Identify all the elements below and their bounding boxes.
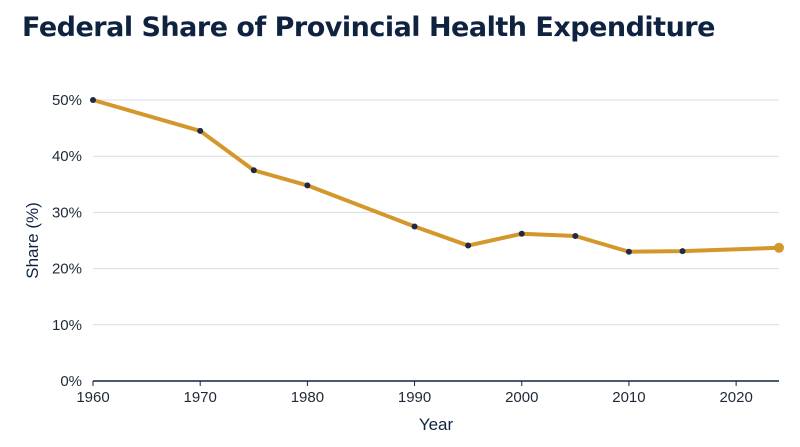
x-tick-label: 2000	[505, 389, 538, 406]
chart-title: Federal Share of Provincial Health Expen…	[22, 12, 715, 43]
data-point	[465, 242, 472, 249]
y-tick-label: 10%	[52, 317, 82, 334]
data-point	[90, 97, 96, 103]
data-point	[411, 223, 418, 230]
series-line	[91, 98, 781, 254]
series	[91, 98, 781, 254]
x-axis-title: Year	[419, 415, 454, 434]
data-point	[304, 182, 311, 189]
data-point	[679, 248, 686, 255]
x-tick-label: 1990	[398, 389, 431, 406]
data-point	[197, 127, 204, 134]
data-point	[625, 248, 632, 255]
x-tick-label: 2010	[612, 389, 645, 406]
y-tick-label: 0%	[60, 373, 82, 390]
y-tick-label: 20%	[52, 261, 82, 278]
data-point	[250, 167, 257, 174]
data-points	[90, 97, 784, 255]
y-tick-label: 50%	[52, 92, 82, 109]
x-tick-label: 1980	[291, 389, 324, 406]
data-point-latest	[774, 242, 784, 253]
gridlines	[93, 99, 779, 326]
y-tick-label: 40%	[52, 148, 82, 165]
x-tick-label: 1970	[184, 389, 217, 406]
y-axis-title: Share (%)	[23, 202, 42, 279]
data-point	[518, 230, 525, 237]
y-tick-label: 30%	[52, 204, 82, 221]
x-tick-label: 2020	[719, 389, 752, 406]
axes: 0% 10% 20% 30% 40% 50% 1960 1970 1980 1990 2000 201…	[52, 92, 779, 406]
data-point	[572, 233, 579, 240]
x-tick-label: 1960	[76, 389, 109, 406]
